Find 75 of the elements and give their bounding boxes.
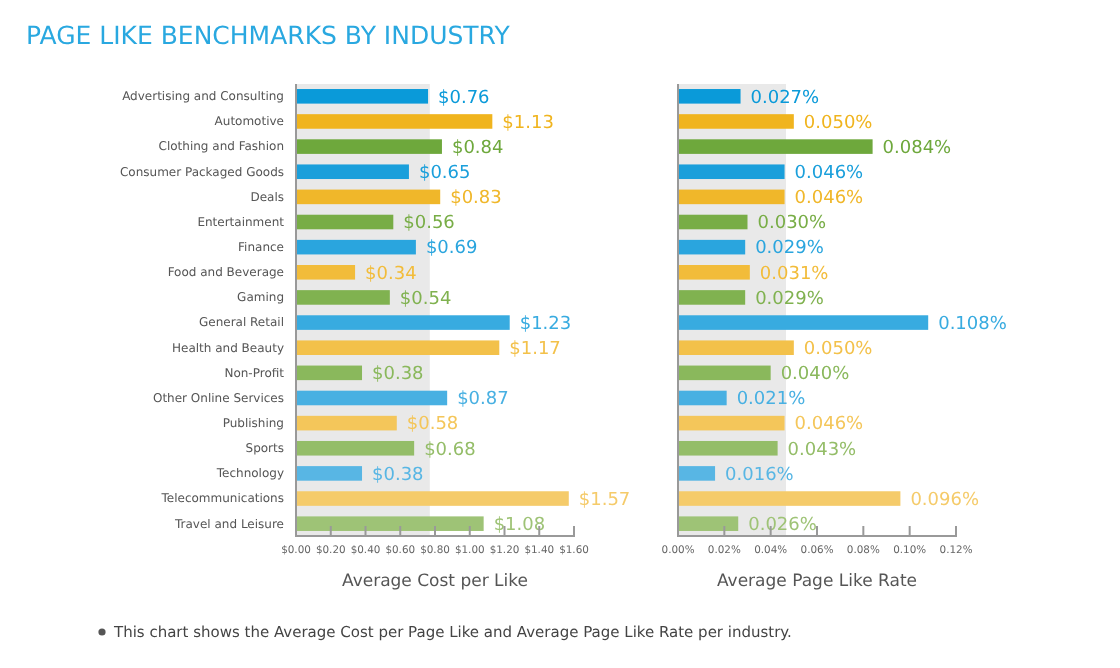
bar [296, 340, 500, 355]
bar [296, 290, 390, 305]
bar [678, 290, 746, 305]
data-label: 0.040% [780, 365, 851, 386]
data-label: 0.096% [910, 490, 980, 511]
data-label: $0.56 [403, 214, 456, 235]
bar [678, 114, 794, 129]
data-label: $1.08 [493, 515, 546, 536]
bar [296, 491, 569, 506]
bar [678, 516, 739, 531]
data-label: $1.57 [578, 490, 631, 511]
x-axis-title: Average Page Like Rate [716, 572, 918, 592]
chart-title: PAGE LIKE BENCHMARKS BY INDUSTRY [26, 20, 511, 50]
bar [296, 440, 415, 456]
bar [296, 214, 394, 230]
bar [296, 164, 409, 180]
data-label: $0.65 [418, 164, 471, 185]
bar [296, 189, 441, 205]
bar [678, 265, 750, 280]
data-label: 0.084% [882, 138, 953, 159]
bar [296, 315, 510, 330]
bar [678, 139, 873, 154]
data-label: 0.043% [787, 440, 858, 461]
data-label: 0.027% [750, 88, 821, 109]
data-label: 0.030% [757, 214, 828, 235]
data-label: $0.83 [450, 189, 502, 210]
bar [296, 466, 363, 481]
data-label: $0.58 [406, 415, 459, 436]
data-label: $0.54 [399, 289, 452, 310]
bar [296, 390, 448, 406]
bar [678, 491, 901, 506]
data-label: 0.108% [938, 314, 1008, 335]
data-label: $0.84 [451, 138, 505, 159]
data-label: 0.016% [725, 465, 795, 486]
data-label: 0.029% [755, 289, 825, 310]
data-label: 0.050% [803, 340, 874, 361]
bar [678, 415, 785, 431]
data-label: 0.046% [794, 189, 865, 210]
data-label: $0.69 [425, 239, 478, 260]
bar [678, 89, 741, 104]
data-label: $0.38 [372, 365, 425, 386]
bar [678, 164, 785, 180]
bar [678, 440, 778, 456]
bar [678, 239, 746, 255]
bar [296, 89, 429, 104]
bar [678, 189, 785, 205]
bar [678, 315, 929, 330]
x-axis-title: Average Cost per Like [342, 572, 528, 592]
data-label: 0.046% [794, 164, 865, 185]
data-label: 0.029% [755, 239, 825, 260]
bar [296, 516, 484, 531]
bar [678, 340, 794, 355]
data-label: 0.031% [759, 264, 830, 285]
data-label: $0.38 [372, 465, 425, 486]
bar [678, 214, 748, 230]
data-label: 0.050% [803, 113, 874, 134]
data-label: $0.34 [365, 264, 418, 285]
bar [678, 365, 771, 381]
data-label: 0.026% [748, 515, 818, 536]
data-label: $1.23 [519, 314, 572, 335]
bar [296, 265, 356, 280]
bar [296, 415, 397, 431]
data-label: $0.68 [424, 440, 477, 461]
data-label: $0.76 [438, 88, 491, 109]
data-label: $1.17 [509, 340, 561, 361]
data-label: $1.13 [502, 113, 554, 134]
bar [296, 114, 493, 129]
data-label: $0.87 [457, 390, 509, 411]
data-label: 0.021% [736, 390, 807, 411]
bar [296, 139, 442, 154]
bar [296, 239, 416, 255]
bar [678, 466, 716, 481]
data-label: 0.046% [794, 415, 865, 436]
bar [678, 390, 727, 406]
bar [296, 365, 363, 381]
